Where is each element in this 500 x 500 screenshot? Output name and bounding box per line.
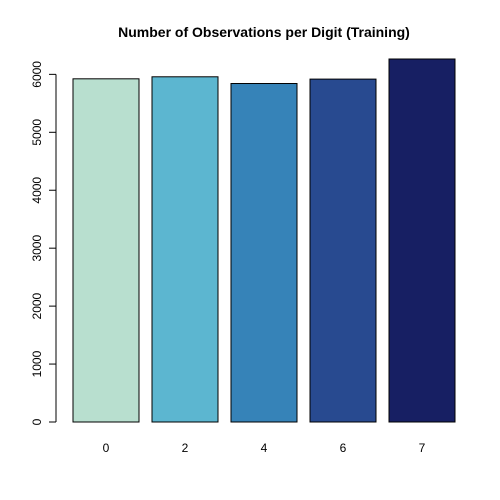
x-tick-label-6: 6	[340, 441, 347, 455]
x-tick-labels: 0 2 4 6 7	[103, 441, 426, 455]
x-tick-label-2: 2	[182, 441, 189, 455]
y-tick-label-1000: 1000	[30, 350, 44, 377]
x-tick-label-4: 4	[261, 441, 268, 455]
bar-2	[151, 76, 219, 423]
y-tick-label-5000: 5000	[30, 119, 44, 146]
y-tick-label-6000: 6000	[30, 61, 44, 88]
bar-4	[230, 83, 298, 423]
y-tick-label-0: 0	[30, 418, 44, 425]
y-tick-label-3000: 3000	[30, 235, 44, 262]
x-tick-label-0: 0	[103, 441, 110, 455]
chart-title: Number of Observations per Digit (Traini…	[118, 24, 410, 40]
y-tick-label-4000: 4000	[30, 177, 44, 204]
y-axis: 0 1000 2000 3000 4000 5000 6000	[30, 61, 57, 425]
bar-0	[72, 78, 140, 423]
y-tick-label-2000: 2000	[30, 292, 44, 319]
x-tick-label-7: 7	[419, 441, 426, 455]
bar-6	[309, 78, 377, 423]
bars-group	[72, 58, 456, 423]
bar-7	[388, 58, 456, 423]
